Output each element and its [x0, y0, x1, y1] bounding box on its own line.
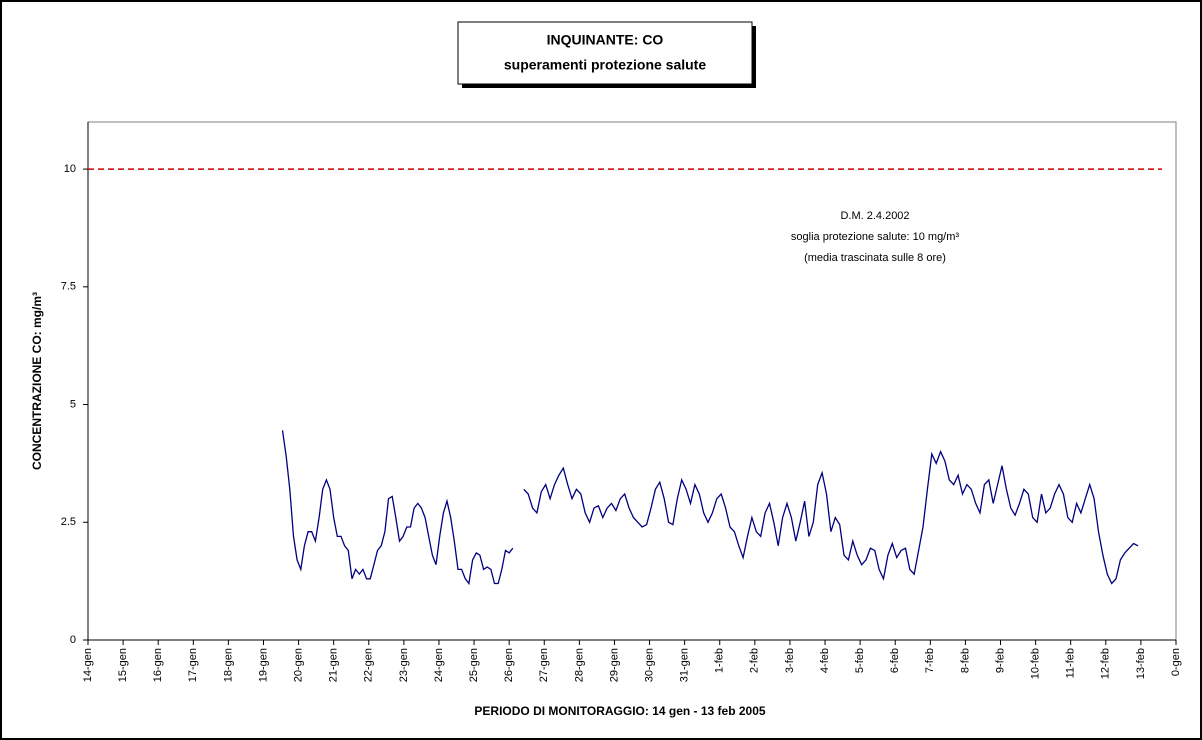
x-tick-label: 3-feb: [784, 648, 796, 673]
x-tick-label: 1-feb: [714, 648, 726, 673]
x-tick-label: 0-gen: [1170, 648, 1182, 676]
x-tick-label: 21-gen: [328, 648, 340, 682]
x-tick-label: 8-feb: [959, 648, 971, 673]
x-tick-label: 14-gen: [82, 648, 94, 682]
x-tick-label: 9-feb: [994, 648, 1006, 673]
y-axis-title: CONCENTRAZIONE CO: mg/m³: [30, 292, 44, 470]
x-tick-label: 25-gen: [468, 648, 480, 682]
x-tick-label: 2-feb: [749, 648, 761, 673]
x-axis-title: PERIODO DI MONITORAGGIO: 14 gen - 13 feb…: [474, 704, 766, 718]
x-tick-label: 26-gen: [503, 648, 515, 682]
x-tick-label: 4-feb: [819, 648, 831, 673]
chart-subtitle: superamenti protezione salute: [504, 57, 706, 73]
x-tick-label: 31-gen: [679, 648, 691, 682]
annotation: D.M. 2.4.2002: [840, 210, 909, 222]
x-tick-label: 22-gen: [363, 648, 375, 682]
x-tick-label: 27-gen: [538, 648, 550, 682]
x-tick-label: 24-gen: [433, 648, 445, 682]
x-tick-label: 18-gen: [222, 648, 234, 682]
chart-title: INQUINANTE: CO: [547, 32, 664, 48]
x-tick-label: 23-gen: [398, 648, 410, 682]
x-tick-label: 6-feb: [889, 648, 901, 673]
x-tick-label: 12-feb: [1100, 648, 1112, 679]
y-tick-label: 10: [64, 163, 76, 175]
x-tick-label: 7-feb: [924, 648, 936, 673]
annotation: soglia protezione salute: 10 mg/m³: [791, 231, 959, 243]
x-tick-label: 10-feb: [1030, 648, 1042, 679]
y-tick-label: 5: [70, 398, 76, 410]
data-line: [281, 430, 1139, 586]
x-tick-label: 13-feb: [1135, 648, 1147, 679]
title-box: [457, 21, 753, 85]
x-tick-label: 30-gen: [643, 648, 655, 682]
x-tick-label: 5-feb: [854, 648, 866, 673]
x-tick-label: 29-gen: [608, 648, 620, 682]
x-tick-label: 28-gen: [573, 648, 585, 682]
y-tick-label: 7.5: [61, 281, 76, 293]
y-tick-label: 2.5: [61, 516, 76, 528]
plot-area: [87, 121, 1177, 641]
annotation: (media trascinata sulle 8 ore): [804, 252, 946, 264]
x-tick-label: 17-gen: [187, 648, 199, 682]
x-tick-label: 16-gen: [152, 648, 164, 682]
x-tick-label: 19-gen: [257, 648, 269, 682]
x-tick-label: 20-gen: [292, 648, 304, 682]
x-tick-label: 11-feb: [1065, 648, 1077, 678]
x-tick-label: 15-gen: [117, 648, 129, 682]
y-tick-label: 0: [70, 634, 76, 646]
